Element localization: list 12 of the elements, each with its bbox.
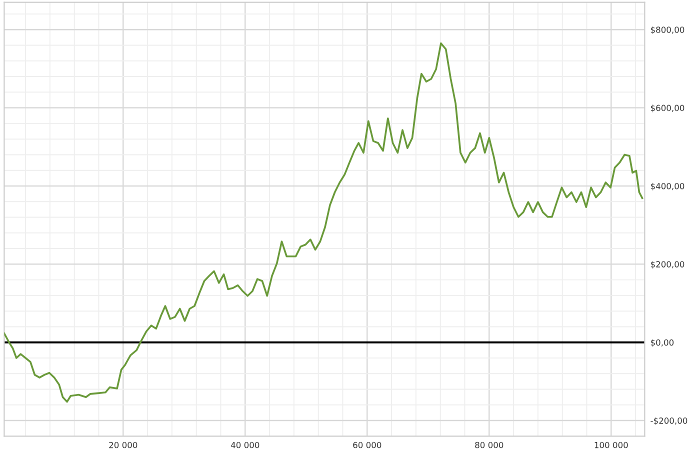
- x-tick-label: 20 000: [109, 442, 138, 448]
- x-tick-label: 100 000: [594, 442, 628, 448]
- y-tick-label: $400,00: [650, 182, 684, 190]
- y-tick-label: $600,00: [650, 104, 684, 112]
- y-tick-label: $800,00: [650, 26, 684, 34]
- x-tick-label: 60 000: [353, 442, 382, 448]
- y-tick-label: $200,00: [650, 261, 684, 269]
- x-tick-label: 40 000: [230, 442, 260, 448]
- x-tick-label: 80 000: [475, 442, 504, 448]
- y-tick-label: $0,00: [650, 339, 674, 347]
- y-tick-label: -$200,00: [650, 417, 688, 425]
- line-series: [4, 42, 644, 403]
